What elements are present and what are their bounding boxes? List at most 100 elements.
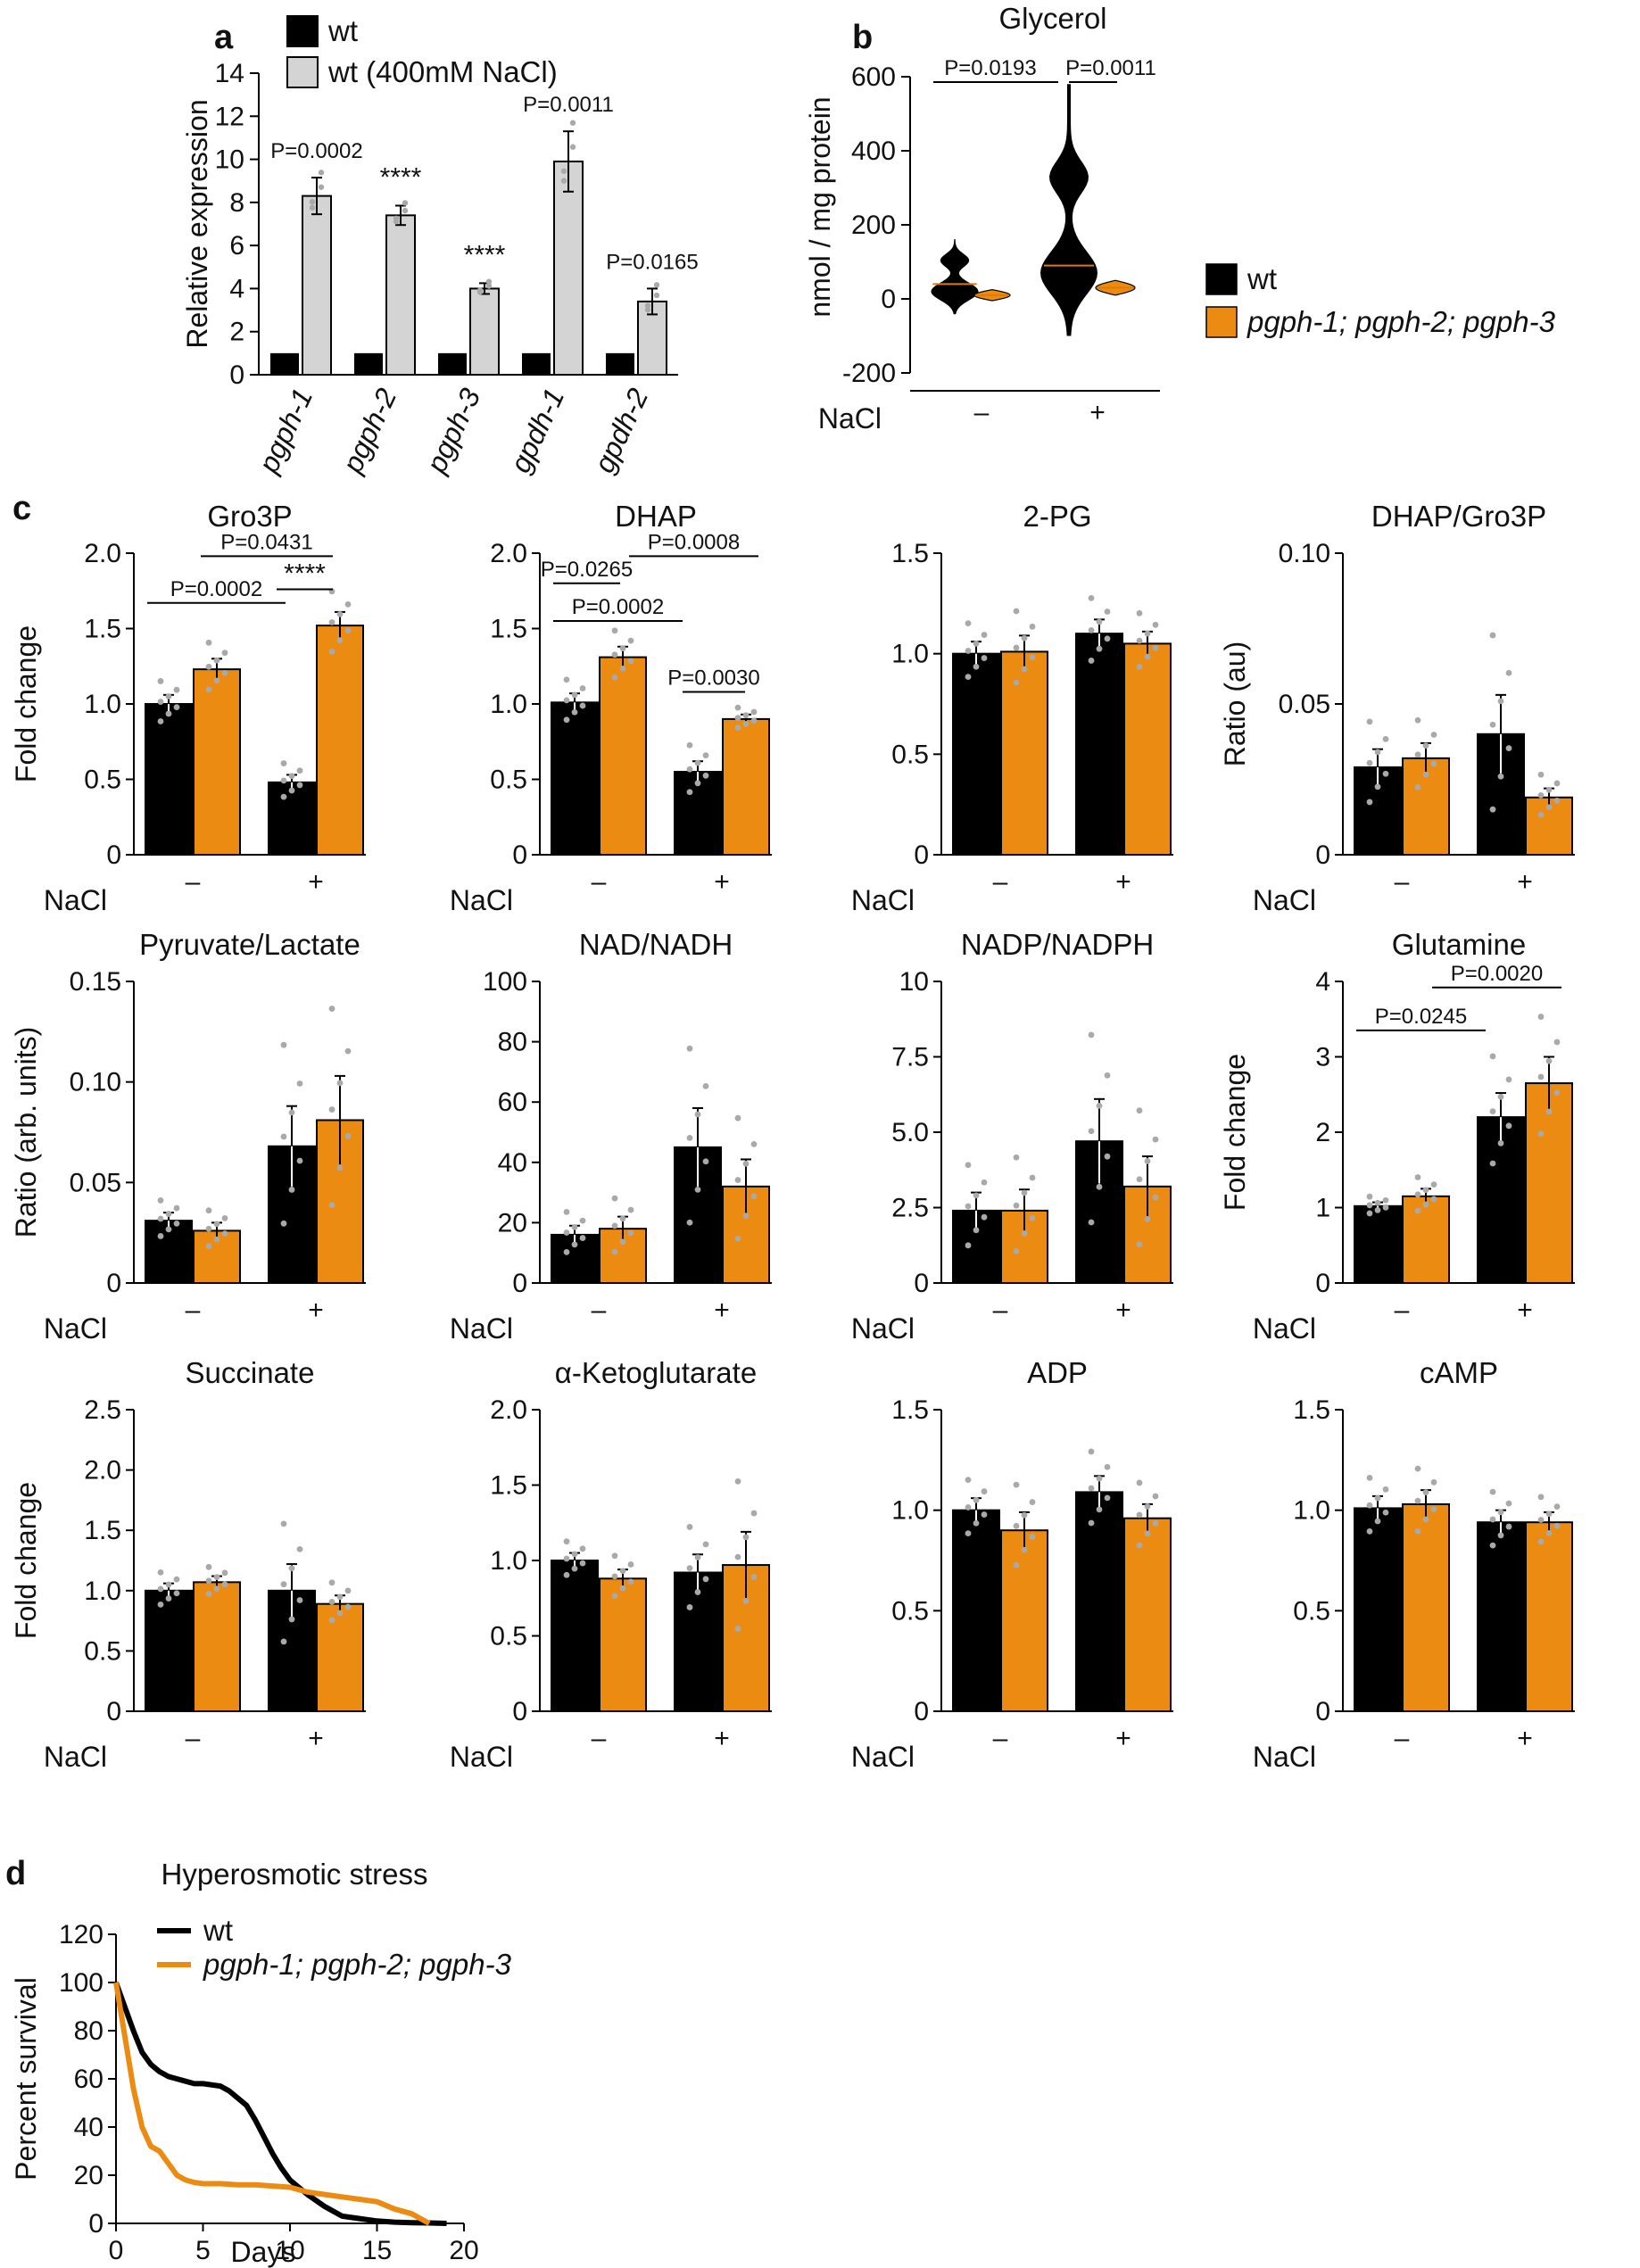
bar-wt-gpdh-1 bbox=[522, 352, 551, 375]
data-point bbox=[1553, 1503, 1561, 1511]
y-axis-label-a: Relative expression bbox=[181, 99, 213, 348]
data-point bbox=[1152, 621, 1159, 628]
data-point bbox=[973, 640, 980, 647]
y-tick-label: 1.0 bbox=[84, 1577, 121, 1606]
data-point bbox=[157, 1585, 164, 1593]
data-point bbox=[1088, 594, 1095, 601]
panel-c-dhap bbox=[532, 552, 772, 857]
data-point bbox=[1537, 1130, 1545, 1138]
data-point bbox=[1497, 1093, 1504, 1100]
y-tick-label-d: 40 bbox=[74, 2113, 104, 2142]
group-label-b: – bbox=[974, 398, 990, 427]
data-point bbox=[1489, 806, 1496, 813]
data-point bbox=[702, 1541, 709, 1548]
y-axis-label: Ratio (arb. units) bbox=[10, 1027, 42, 1238]
data-point bbox=[611, 1222, 618, 1229]
panel-c-nad-nadh bbox=[532, 981, 772, 1285]
comparison-label: P=0.0002 bbox=[170, 577, 262, 601]
data-point bbox=[694, 1111, 701, 1118]
data-point bbox=[965, 648, 972, 654]
data-point bbox=[579, 1217, 586, 1224]
data-point bbox=[280, 777, 287, 784]
y-tick-label: 0 bbox=[106, 840, 121, 870]
data-point bbox=[1144, 1158, 1151, 1164]
y-tick-label-a: 6 bbox=[229, 231, 244, 261]
annotation-a: P=0.0002 bbox=[270, 139, 362, 163]
data-point bbox=[296, 1597, 303, 1603]
data-point bbox=[734, 1478, 741, 1485]
data-point bbox=[1430, 1506, 1437, 1512]
data-point bbox=[1144, 1503, 1151, 1510]
group-label: + bbox=[308, 1295, 324, 1325]
y-tick-label-a: 0 bbox=[229, 360, 244, 390]
data-point bbox=[1029, 1534, 1036, 1540]
data-point bbox=[742, 720, 750, 727]
y-tick-label: 0.5 bbox=[891, 1596, 929, 1626]
bar-mutant bbox=[1000, 650, 1048, 856]
data-point bbox=[965, 620, 972, 626]
survival-line-wt bbox=[113, 1981, 447, 2226]
data-point bbox=[571, 708, 578, 716]
category-label-a: gpdh-1 bbox=[504, 384, 571, 478]
y-tick-label-d: 80 bbox=[74, 2016, 104, 2046]
y-tick-label: 1.5 bbox=[891, 539, 929, 568]
data-point bbox=[1088, 1448, 1095, 1455]
data-point bbox=[1104, 635, 1111, 642]
data-point bbox=[328, 1202, 335, 1209]
x-tick-label-d: 5 bbox=[195, 2236, 211, 2265]
data-point bbox=[1013, 644, 1020, 651]
data-point bbox=[1553, 798, 1561, 804]
y-tick-label: 0 bbox=[106, 1269, 121, 1298]
group-label: – bbox=[1395, 867, 1410, 897]
nacl-label: NaCl bbox=[44, 1741, 107, 1773]
data-point bbox=[702, 1158, 709, 1165]
data-point bbox=[611, 1248, 618, 1255]
data-point bbox=[611, 1593, 618, 1600]
group-label: + bbox=[1115, 1295, 1131, 1325]
panel-c-2pg bbox=[933, 552, 1173, 857]
data-point bbox=[579, 1560, 586, 1567]
data-point bbox=[1422, 771, 1429, 778]
bar-wt bbox=[145, 1589, 193, 1713]
data-point bbox=[1422, 742, 1429, 749]
data-point bbox=[1505, 1523, 1512, 1530]
data-point bbox=[328, 1617, 335, 1624]
category-label-a: pgph-2 bbox=[335, 384, 402, 479]
y-tick-label: 2.0 bbox=[490, 1395, 527, 1425]
data-point bbox=[1366, 1202, 1373, 1209]
data-point bbox=[485, 283, 493, 289]
y-tick-label: 1.5 bbox=[891, 1395, 929, 1425]
data-point bbox=[1104, 1494, 1111, 1502]
data-point bbox=[288, 1616, 295, 1623]
y-tick-label: 2.5 bbox=[84, 1395, 121, 1425]
group-label: + bbox=[714, 867, 730, 897]
y-tick-label: 40 bbox=[498, 1148, 527, 1178]
legend-label-d: wt bbox=[203, 1914, 233, 1947]
y-tick-label: 0.5 bbox=[490, 1622, 527, 1651]
y-tick-label: 1 bbox=[1315, 1194, 1330, 1223]
bar-mutant bbox=[1402, 1195, 1450, 1284]
bar-mutant bbox=[599, 1228, 647, 1285]
data-point bbox=[694, 1589, 701, 1595]
bar-mutant bbox=[1525, 1082, 1573, 1284]
data-point bbox=[734, 1114, 741, 1122]
data-point bbox=[344, 600, 352, 608]
bar-wt bbox=[674, 1571, 722, 1713]
data-point bbox=[1104, 608, 1111, 615]
data-point bbox=[563, 1555, 570, 1562]
data-point bbox=[157, 1197, 164, 1204]
data-point bbox=[619, 1238, 626, 1246]
y-tick-label-a: 14 bbox=[215, 59, 244, 88]
data-point bbox=[213, 1574, 220, 1581]
data-point bbox=[571, 1224, 578, 1230]
data-point bbox=[742, 1534, 750, 1541]
data-point bbox=[328, 1006, 335, 1012]
nacl-label: NaCl bbox=[450, 1312, 513, 1345]
bar-wt bbox=[1477, 1521, 1525, 1712]
x-tick-label-d: 10 bbox=[275, 2236, 304, 2265]
panel-label-d: d bbox=[5, 1855, 26, 1892]
data-point bbox=[213, 677, 220, 684]
data-point bbox=[1537, 791, 1545, 799]
data-point bbox=[1505, 1500, 1512, 1507]
data-point bbox=[1537, 1538, 1545, 1545]
